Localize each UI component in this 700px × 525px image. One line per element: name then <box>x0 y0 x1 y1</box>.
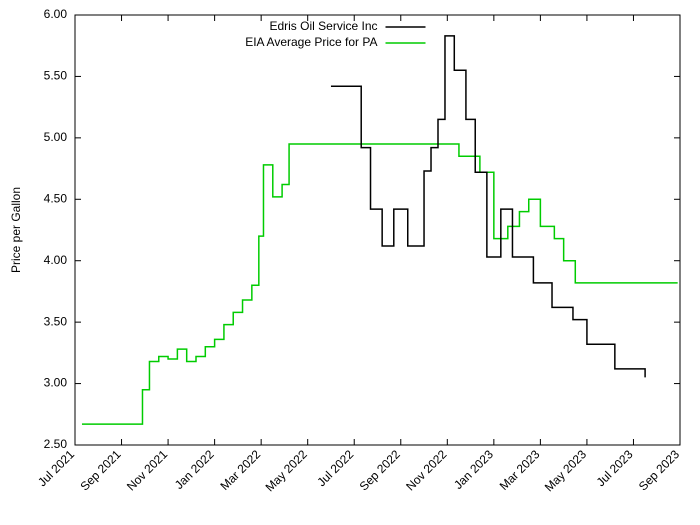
y-tick-label: 5.00 <box>44 130 68 144</box>
x-tick-label: Sep 2021 <box>77 447 123 493</box>
x-tick-label: Jul 2021 <box>35 447 77 489</box>
y-tick-label: 5.50 <box>44 69 68 83</box>
x-tick-label: Mar 2022 <box>218 447 264 493</box>
chart-svg: 2.50 3.00 3.50 4.00 4.50 5.00 5.50 6.00 Price pe… <box>0 0 700 525</box>
x-tick-label: Mar 2023 <box>497 447 543 493</box>
y-tick-label: 3.00 <box>44 376 68 390</box>
legend-label: Edris Oil Service Inc <box>269 19 377 33</box>
y-tick-label: 3.50 <box>44 314 68 328</box>
legend-label: EIA Average Price for PA <box>245 35 377 49</box>
x-tick-label: May 2023 <box>542 447 589 494</box>
x-tick-label: Nov 2021 <box>124 447 170 493</box>
y-axis-title: Price per Gallon <box>9 187 23 273</box>
y-tick-label: 6.00 <box>44 7 68 21</box>
x-tick-label: Sep 2023 <box>636 447 682 493</box>
series-edris <box>331 36 645 378</box>
x-tick-label: Sep 2022 <box>357 447 403 493</box>
x-tick-label: Jul 2023 <box>594 447 636 489</box>
y-tick-label: 4.00 <box>44 253 68 267</box>
x-tick-label: May 2022 <box>263 447 310 494</box>
y-tick-label: 4.50 <box>44 191 68 205</box>
x-tick-label: Nov 2022 <box>403 447 449 493</box>
price-chart: 2.50 3.00 3.50 4.00 4.50 5.00 5.50 6.00 Price pe… <box>0 0 700 525</box>
x-tick-label: Jan 2023 <box>451 447 496 492</box>
y-tick-label: 2.50 <box>44 437 68 451</box>
x-tick-label: Jul 2022 <box>314 447 356 489</box>
series-eia <box>82 144 678 424</box>
x-tick-label: Jan 2022 <box>172 447 217 492</box>
